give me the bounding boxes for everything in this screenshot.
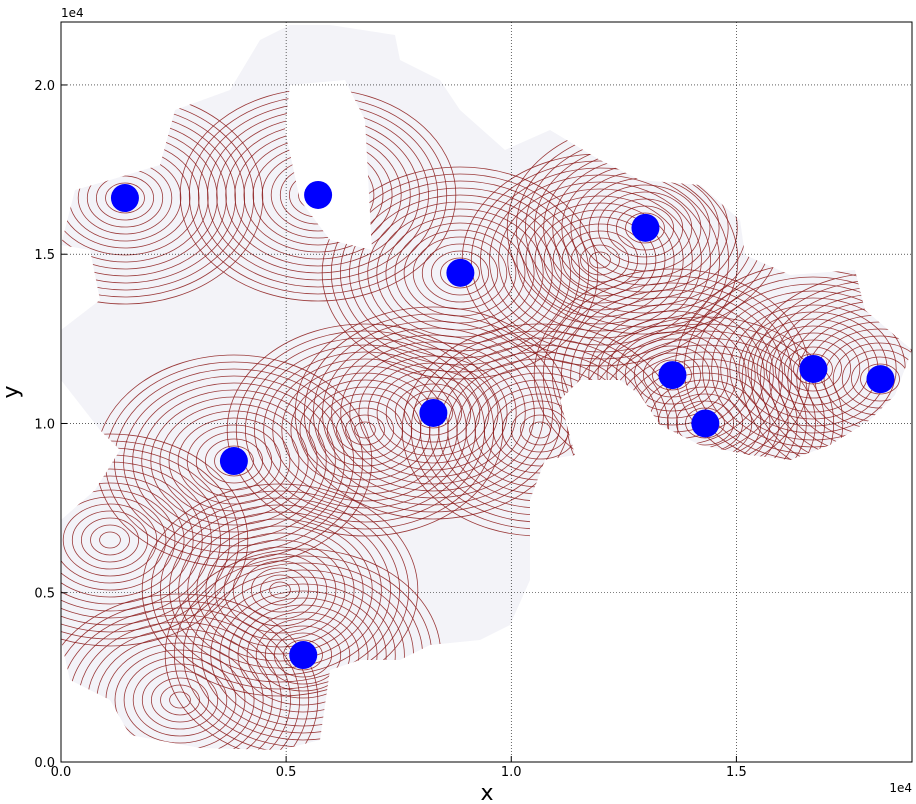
point bbox=[658, 361, 686, 389]
y-tick-label: 0.0 bbox=[34, 756, 55, 771]
point bbox=[220, 447, 248, 475]
y-tick-label: 2.0 bbox=[34, 79, 55, 94]
point bbox=[304, 181, 332, 209]
point bbox=[691, 409, 719, 437]
y-offset-label: 1e4 bbox=[61, 6, 84, 20]
x-tick-label: 0.5 bbox=[276, 765, 297, 780]
y-tick-label: 1.0 bbox=[34, 417, 55, 432]
point bbox=[799, 355, 827, 383]
point bbox=[446, 259, 474, 287]
x-tick-label: 1.5 bbox=[726, 765, 747, 780]
chart: 0.00.51.01.50.00.51.01.52.0 x y 1e4 1e4 bbox=[0, 0, 916, 804]
point bbox=[419, 399, 447, 427]
mesh-domain bbox=[0, 22, 916, 804]
point bbox=[866, 365, 894, 393]
x-axis-label: x bbox=[480, 781, 493, 804]
x-tick-label: 1.0 bbox=[501, 765, 522, 780]
point bbox=[289, 641, 317, 669]
y-axis-label: y bbox=[0, 385, 24, 398]
y-tick-label: 0.5 bbox=[34, 587, 55, 602]
point bbox=[111, 184, 139, 212]
y-tick-label: 1.5 bbox=[34, 248, 55, 263]
point bbox=[631, 214, 659, 242]
x-offset-label: 1e4 bbox=[889, 781, 912, 795]
